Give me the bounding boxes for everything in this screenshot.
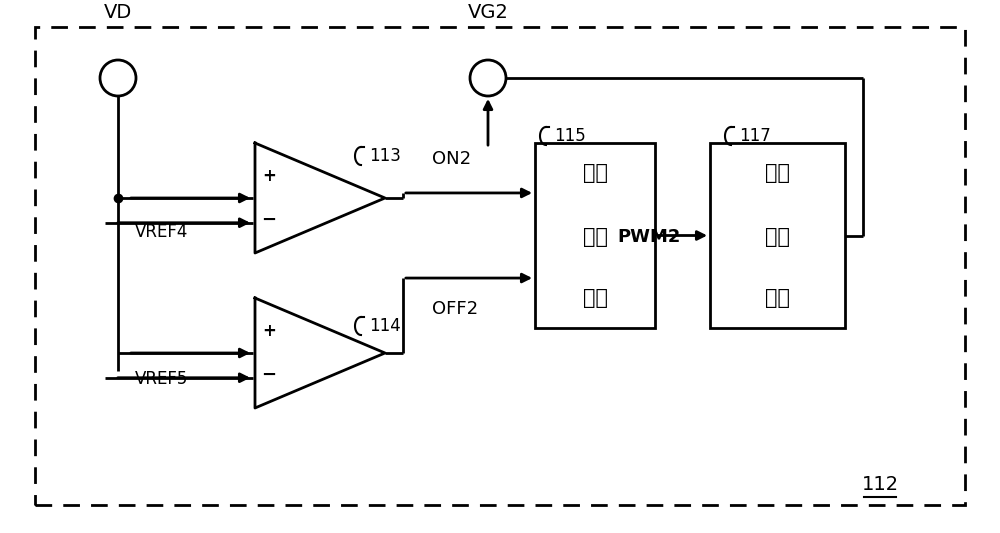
Text: +: + <box>262 322 276 340</box>
Bar <box>710 143 845 328</box>
Text: 逻辑: 逻辑 <box>582 163 608 183</box>
Text: VREF5: VREF5 <box>135 370 188 388</box>
Text: OFF2: OFF2 <box>432 300 478 318</box>
Text: 电路: 电路 <box>765 288 790 308</box>
Text: ON2: ON2 <box>432 150 471 168</box>
Text: VG2: VG2 <box>468 4 508 22</box>
Bar <box>35 27 965 505</box>
Bar <box>535 143 655 328</box>
Text: 栅极: 栅极 <box>765 163 790 183</box>
Text: 电路: 电路 <box>582 288 608 308</box>
Text: PWM2: PWM2 <box>617 228 681 246</box>
Text: VD: VD <box>104 4 132 22</box>
Text: 117: 117 <box>739 127 771 145</box>
Text: 114: 114 <box>369 317 401 335</box>
Text: −: − <box>261 366 277 384</box>
Text: 112: 112 <box>861 475 899 495</box>
Text: 驱动: 驱动 <box>765 227 790 247</box>
Text: 控制: 控制 <box>582 227 608 247</box>
Text: VREF4: VREF4 <box>135 223 188 241</box>
Text: −: − <box>261 211 277 229</box>
Text: 113: 113 <box>369 147 401 165</box>
Text: 115: 115 <box>554 127 586 145</box>
Text: +: + <box>262 167 276 185</box>
